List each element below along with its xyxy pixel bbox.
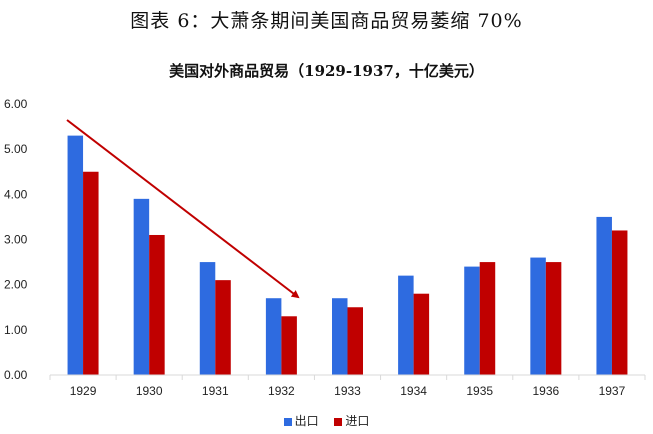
legend-label-imports: 进口	[345, 414, 370, 428]
chart-title: 美国对外商品贸易（1929-1937，十亿美元）	[169, 62, 484, 80]
x-tick-label: 1930	[136, 384, 163, 398]
y-axis: 0.00 1.00 2.00 3.00 4.00 5.00 6.00	[4, 97, 28, 382]
bar-exports-1935	[464, 266, 480, 375]
y-tick-label: 1.00	[4, 323, 28, 337]
bar-imports-1930	[149, 234, 165, 375]
legend-label-exports: 出口	[294, 414, 319, 428]
x-axis: 1929 1930 1931 1932 1933 1934 1935 1936 1937	[49, 374, 646, 398]
bar-exports-1929	[67, 135, 84, 375]
bar-exports-1934	[398, 275, 414, 375]
imports-swatch-icon	[334, 417, 343, 426]
y-tick-label: 4.00	[4, 187, 28, 201]
legend-item-exports: 出口	[283, 412, 319, 429]
x-tick-label: 1934	[400, 384, 427, 398]
bar-imports-1936	[545, 262, 562, 375]
x-tick-label: 1936	[532, 384, 559, 398]
bar-imports-1929	[83, 171, 99, 375]
legend: 出口 进口	[0, 412, 653, 429]
bar-imports-1931	[215, 280, 231, 375]
y-tick-label: 6.00	[4, 97, 28, 111]
figure-title: 图表 6：大萧条期间美国商品贸易萎缩 70%	[130, 10, 523, 32]
bar-imports-1932	[281, 316, 297, 375]
trend-arrow	[66, 119, 300, 299]
y-tick-label: 3.00	[4, 233, 28, 247]
x-tick-label: 1932	[268, 384, 295, 398]
exports-swatch-icon	[283, 417, 292, 426]
x-tick-label: 1933	[334, 384, 361, 398]
bar-imports-1934	[413, 293, 430, 375]
bar-exports-1937	[596, 216, 612, 375]
legend-item-imports: 进口	[334, 412, 369, 429]
x-tick-label: 1929	[70, 384, 97, 398]
y-tick-label: 2.00	[4, 278, 28, 292]
bar-imports-1937	[611, 230, 628, 375]
x-tick-label: 1937	[599, 384, 626, 398]
x-tick-label: 1931	[202, 384, 229, 398]
bar-exports-1930	[133, 198, 150, 375]
bar-imports-1933	[347, 307, 363, 375]
y-tick-label: 5.00	[4, 142, 28, 156]
bar-exports-1936	[530, 257, 546, 375]
bar-exports-1931	[199, 262, 216, 375]
bar-exports-1933	[332, 298, 348, 375]
bars	[67, 135, 628, 375]
bar-imports-1935	[479, 262, 496, 375]
x-tick-label: 1935	[466, 384, 493, 398]
y-tick-label: 0.00	[4, 368, 28, 382]
bar-exports-1932	[265, 298, 282, 375]
